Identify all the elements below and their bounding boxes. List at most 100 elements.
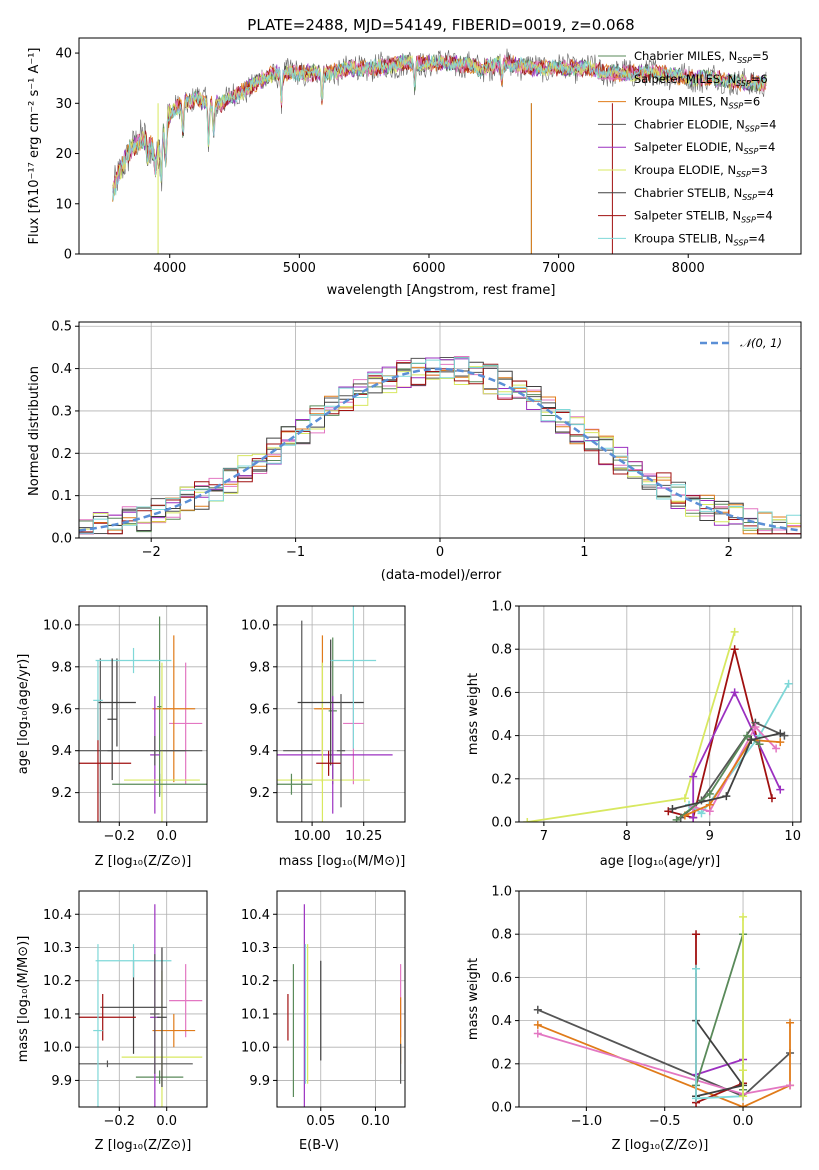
errorbar-point [316,750,341,776]
y-tick-label: 10.1 [43,1007,72,1022]
x-tick-label: 10.25 [345,829,382,844]
y-tick-label: 0.0 [51,532,72,547]
y-tick-label: 10.0 [43,618,72,633]
weight-marker [668,805,677,814]
weight-marker [680,794,689,803]
weight-marker [755,740,764,749]
y-tick-label: 9.8 [51,660,72,675]
weight-marker [772,744,781,753]
legend-count: =6 [751,72,768,86]
legend-subscript: SSP [742,193,757,202]
axes-frame [78,890,208,1108]
weight-marker [697,809,706,818]
weight-marker [672,815,681,822]
weight-marker [776,785,785,794]
y-tick-label: 9.2 [51,786,72,801]
y-tick-label: 10.2 [241,974,270,989]
spectrum-plot: 4000 5000 6000 7000 8000 0 10 20 30 40 [55,37,802,276]
axes-frame [518,605,802,823]
y-tick-label: 0.5 [51,320,72,335]
y-tick-label: 0 [64,248,72,263]
legend-subscript: SSP [736,79,751,88]
y-tick-label: 9.4 [249,744,270,759]
weight-marker [533,1029,542,1038]
legend-subscript: SSP [729,102,744,111]
x-tick-label: −0.2 [104,1114,136,1129]
y-tick-label: 9.9 [249,1074,270,1089]
weight-age-ylabel: mass weight [466,673,481,755]
residual-hist-3 [79,357,801,535]
y-tick-label: 10.3 [241,941,270,956]
x-tick-label: 6000 [412,261,445,276]
spectrum-title: PLATE=2488, MJD=54149, FIBERID=0019, z=0… [247,16,634,34]
errorbar-point [79,994,136,1041]
errorbar-point [124,662,200,822]
y-tick-label: 0.0 [491,1101,512,1116]
z-age-panel: −0.2 0.09.29.49.69.810.0 Z [log₁₀(Z/Z⊙)] … [16,605,208,869]
mass-age-panel: 10.00 10.25 9.2 9.4 9.6 9.8 10.0 mass [log₁₀(M… [241,605,406,869]
residual-panel: −2 −1 0 1 2 0.0 0.1 0.2 0.3 0.4 0.5 (data-model)/e… [27,320,802,583]
errorbar-point [277,773,313,795]
gaussian-legend-label: 𝒩(0, 1) [740,336,782,350]
legend-entry: Salpeter ELODIE, NSSP=4 [634,140,775,156]
ebv_mass-plot: 0.05 0.10 9.9 10.0 10.1 10.2 10.3 10.4 [241,890,406,1129]
errorbar-point [336,694,346,808]
z_mass-plot: −0.2 0.0 9.9 10.0 10.1 10.2 10.3 10.4 [43,890,208,1129]
legend-count: =5 [752,49,769,63]
errorbar-point [95,647,172,674]
weight-marker [776,738,785,747]
plot-area [287,904,402,1107]
y-tick-label: 9.4 [51,744,72,759]
plot-area [112,48,767,254]
errorbar-point [79,1060,193,1068]
weight-marker [739,1092,748,1101]
legend-label: Chabrier STELIB, N [634,186,742,200]
y-tick-label: 9.6 [249,702,270,717]
weight-z-panel: −1.0 −0.5 0.0 0.0 0.2 0.4 0.6 0.8 1.0 Z [log₁₀(Z… [466,885,802,1153]
x-tick-label: 0.10 [361,1114,390,1129]
y-tick-label: 10.4 [241,908,270,923]
errorbar-point [95,944,172,978]
ebv-mass-xlabel: E(B-V) [299,1138,339,1153]
errorbar-point [152,1013,196,1048]
x-tick-label: 9 [706,829,714,844]
weight-series-4 [692,690,782,818]
errorbar-point [152,635,196,783]
weight-age-panel: 7 8 9 10 0.0 0.2 0.4 0.6 0.8 1.0 age [log₁₀(age/y… [466,600,802,869]
y-tick-label: 0.2 [51,447,72,462]
weight-marker [692,930,701,939]
x-tick-label: 8000 [672,261,705,276]
y-tick-label: 10.0 [241,1041,270,1056]
legend-count: =6 [743,95,760,109]
axes-frame [276,605,406,823]
y-tick-label: 0.4 [491,729,512,744]
y-tick-label: 0.1 [51,489,72,504]
x-tick-label: −1 [286,545,305,560]
errorbar-point [283,620,321,822]
weight_age-plot: 7 8 9 10 0.0 0.2 0.4 0.6 0.8 1.0 [491,600,802,844]
weight-marker [730,688,739,697]
legend-entry: Salpeter STELIB, NSSP=4 [634,209,773,225]
errorbar-point [277,696,393,814]
weight-marker [751,722,760,731]
weight-marker [784,679,793,688]
spectrum-panel: PLATE=2488, MJD=54149, FIBERID=0019, z=0… [27,16,802,298]
axes-frame [518,890,802,1108]
weight-series-6 [672,732,781,810]
weight-z-ylabel: mass weight [466,958,481,1040]
z-mass-panel: −0.2 0.0 9.9 10.0 10.1 10.2 10.3 10.4 Z [log₁₀(… [16,890,208,1153]
weight-series-3 [537,1008,791,1098]
axes-frame [78,37,802,255]
weight-marker [533,1020,542,1029]
plot-area [277,606,393,822]
y-tick-label: 10.1 [241,1007,270,1022]
z-mass-ylabel: mass [log₁₀(M/M⊙)] [16,936,31,1063]
legend-entry: Chabrier STELIB, NSSP=4 [634,186,774,202]
legend-label: Kroupa STELIB, N [634,231,734,245]
spectrum-ylabel: Flux [fλ10⁻¹⁷ erg cm⁻² s⁻¹ A⁻¹] [27,48,42,245]
y-tick-label: 0.8 [491,928,512,943]
errorbar-point [150,954,160,1074]
x-tick-label: 0.0 [156,829,177,844]
y-tick-label: 40 [55,47,72,62]
plot-area [79,616,207,822]
